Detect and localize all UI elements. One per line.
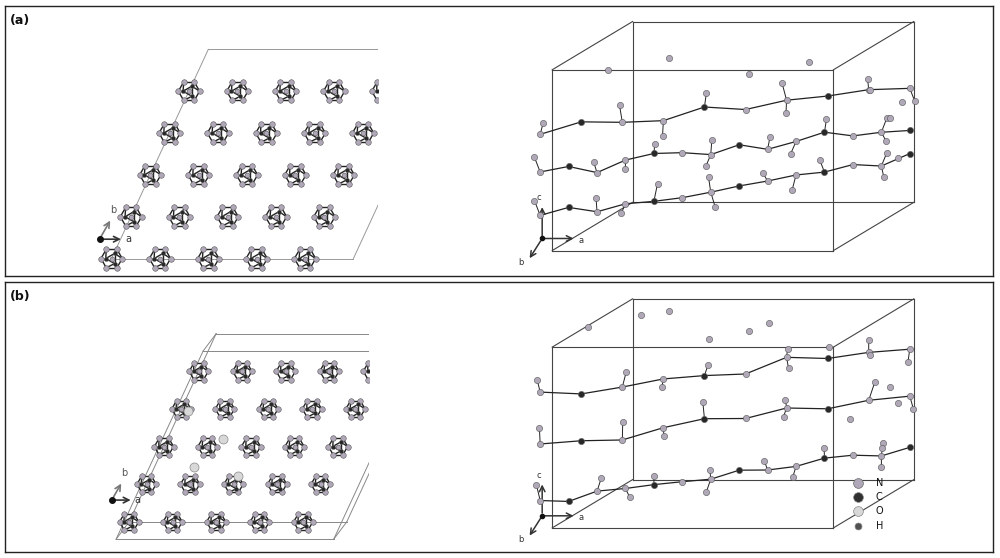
Text: b: b — [122, 468, 128, 478]
Text: a: a — [578, 513, 583, 522]
Text: b: b — [110, 205, 117, 215]
Text: O: O — [876, 507, 883, 516]
Text: (b): (b) — [10, 290, 31, 303]
Text: C: C — [876, 492, 882, 502]
Text: a: a — [578, 235, 583, 244]
Text: a: a — [135, 495, 141, 505]
Text: a: a — [125, 234, 131, 244]
Text: c: c — [536, 193, 541, 203]
Text: (a): (a) — [10, 14, 30, 27]
Text: b: b — [518, 258, 523, 267]
Text: b: b — [518, 535, 523, 544]
Text: c: c — [536, 470, 541, 480]
Text: H: H — [876, 521, 883, 531]
Text: N: N — [876, 478, 883, 488]
